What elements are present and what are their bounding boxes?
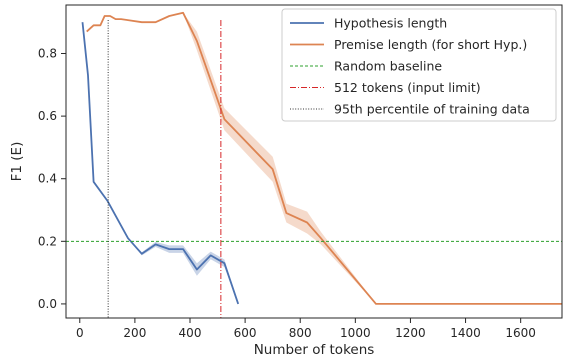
band-hypothesis-length [82,22,239,304]
reference-lines-layer [66,20,562,318]
x-tick-label: 1000 [340,326,371,340]
legend-label-95th-percentile: 95th percentile of training data [334,102,530,117]
x-tick-label: 400 [179,326,202,340]
legend-label-input-limit: 512 tokens (input limit) [334,80,481,95]
legend-box [281,8,557,122]
legend: Hypothesis length Premise length (for sh… [281,8,557,122]
x-tick-label: 1200 [395,326,426,340]
y-tick-label: 0.8 [38,47,57,61]
series-line-premise-length-for-short-hyp [86,11,562,305]
legend-label-premise-length: Premise length (for short Hyp.) [334,37,527,52]
series-line-hypothesis-length [81,22,240,305]
x-tick-label: 800 [289,326,312,340]
y-tick-label: 0.2 [38,234,57,248]
y-tick-label: 0.4 [38,172,57,186]
series-layer [81,11,562,305]
x-tick-label: 0 [76,326,84,340]
band-premise-length-for-short-hyp [86,12,562,304]
x-tick-label: 200 [123,326,146,340]
x-tick-label: 600 [234,326,257,340]
y-axis-label: F1 (E) [9,142,25,182]
legend-label-hypothesis-length: Hypothesis length [334,16,447,31]
y-tick-label: 0.0 [38,297,57,311]
y-axis: 0.0 0.2 0.4 0.6 0.8 [38,47,66,311]
x-axis: 0 200 400 600 800 1000 1200 1400 1600 [76,318,536,340]
y-tick-label: 0.6 [38,109,57,123]
x-axis-label: Number of tokens [254,342,375,358]
legend-label-random-baseline: Random baseline [334,59,442,74]
x-tick-label: 1600 [505,326,536,340]
plot-frame [65,4,563,319]
x-tick-label: 1400 [450,326,481,340]
